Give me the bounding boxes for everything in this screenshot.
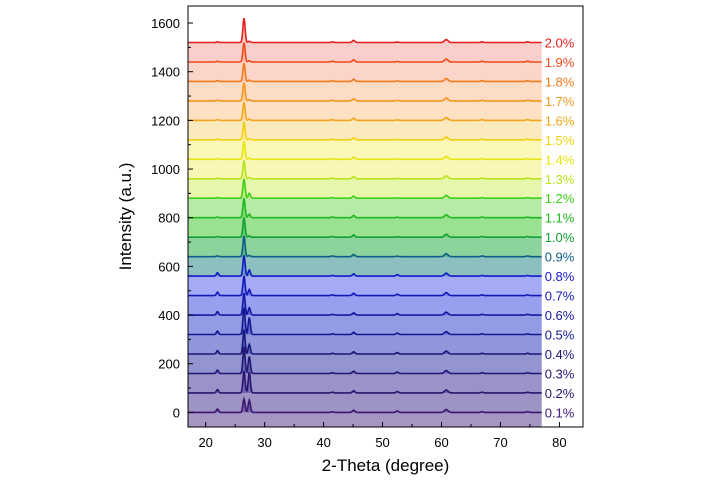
series-fill-0.4% bbox=[188, 329, 542, 374]
series-line-0.1% bbox=[188, 396, 542, 414]
series-label: 1.0% bbox=[545, 230, 575, 245]
series-line-1.5% bbox=[188, 121, 542, 141]
y-tick-label: 1600 bbox=[151, 16, 180, 31]
series-line-2.0% bbox=[188, 18, 542, 44]
series-label: 1.4% bbox=[545, 152, 575, 167]
y-tick-label: 600 bbox=[158, 259, 180, 274]
series-fill-0.8% bbox=[188, 255, 542, 296]
y-axis-label: Intensity (a.u.) bbox=[116, 163, 135, 271]
series-line-1.9% bbox=[188, 42, 542, 63]
x-tick-label: 20 bbox=[198, 435, 212, 450]
axes: 20 30 40 50 60 70 8002004006008001000120014001… bbox=[151, 16, 567, 450]
series-fill-0.5% bbox=[188, 307, 542, 354]
series-line-0.6% bbox=[188, 293, 542, 316]
x-axis-label: 2-Theta (degree) bbox=[322, 456, 450, 475]
series-line-0.2% bbox=[188, 370, 542, 394]
series-label: 1.5% bbox=[545, 133, 575, 148]
y-tick-label: 400 bbox=[158, 308, 180, 323]
series-label: 0.8% bbox=[545, 269, 575, 284]
series-label: 1.3% bbox=[545, 172, 575, 187]
y-tick-label: 1200 bbox=[151, 113, 180, 128]
series-label: 0.2% bbox=[545, 386, 575, 401]
x-tick-label: 70 bbox=[493, 435, 507, 450]
series-label: 1.2% bbox=[545, 191, 575, 206]
y-tick-label: 0 bbox=[173, 405, 180, 420]
y-tick-label: 1000 bbox=[151, 162, 180, 177]
series-line-1.0% bbox=[188, 217, 542, 238]
series-label: 1.9% bbox=[545, 55, 575, 70]
plot-frame bbox=[187, 5, 584, 428]
series-label: 0.9% bbox=[545, 250, 575, 265]
x-tick-label: 50 bbox=[375, 435, 389, 450]
series-label: 0.6% bbox=[545, 308, 575, 323]
y-tick-label: 1400 bbox=[151, 65, 180, 80]
x-tick-label: 30 bbox=[257, 435, 271, 450]
series-fill-0.6% bbox=[188, 293, 542, 335]
x-tick-label: 80 bbox=[552, 435, 566, 450]
series-line-1.3% bbox=[188, 160, 542, 180]
series-line-1.2% bbox=[188, 178, 542, 199]
series-lines bbox=[188, 18, 542, 414]
series-line-1.1% bbox=[188, 198, 542, 219]
series-line-0.3% bbox=[188, 346, 542, 375]
series-label: 1.6% bbox=[545, 113, 575, 128]
x-tick-label: 60 bbox=[434, 435, 448, 450]
series-line-0.4% bbox=[188, 329, 542, 355]
series-fill-1.9% bbox=[188, 42, 542, 82]
series-label: 2.0% bbox=[545, 36, 575, 51]
series-fill-0.2% bbox=[188, 371, 542, 413]
series-label: 0.5% bbox=[545, 328, 575, 343]
x-tick-label: 40 bbox=[316, 435, 330, 450]
series-line-1.8% bbox=[188, 63, 542, 83]
series-fill-0.9% bbox=[188, 236, 542, 277]
series-label: 0.3% bbox=[545, 366, 575, 381]
series-labels: 0.1% 0.2% 0.3% 0.4% 0.5% 0.6% 0.7% 0.8% 0.9% 1.0%… bbox=[545, 36, 575, 421]
series-line-0.9% bbox=[188, 235, 542, 258]
series-line-0.7% bbox=[188, 275, 542, 297]
series-label: 1.7% bbox=[545, 94, 575, 109]
y-tick-label: 200 bbox=[158, 357, 180, 372]
series-label: 0.1% bbox=[545, 405, 575, 420]
series-label: 1.8% bbox=[545, 74, 575, 89]
series-line-1.4% bbox=[188, 140, 542, 161]
series-line-1.7% bbox=[188, 82, 542, 102]
series-line-0.8% bbox=[188, 255, 542, 277]
series-fill-2.0% bbox=[188, 18, 542, 62]
series-line-0.5% bbox=[188, 307, 542, 336]
series-label: 0.7% bbox=[545, 289, 575, 304]
y-tick-label: 800 bbox=[158, 211, 180, 226]
series-label: 1.1% bbox=[545, 211, 575, 226]
series-line-1.6% bbox=[188, 101, 542, 122]
series-fill-0.3% bbox=[188, 346, 542, 393]
series-label: 0.4% bbox=[545, 347, 575, 362]
